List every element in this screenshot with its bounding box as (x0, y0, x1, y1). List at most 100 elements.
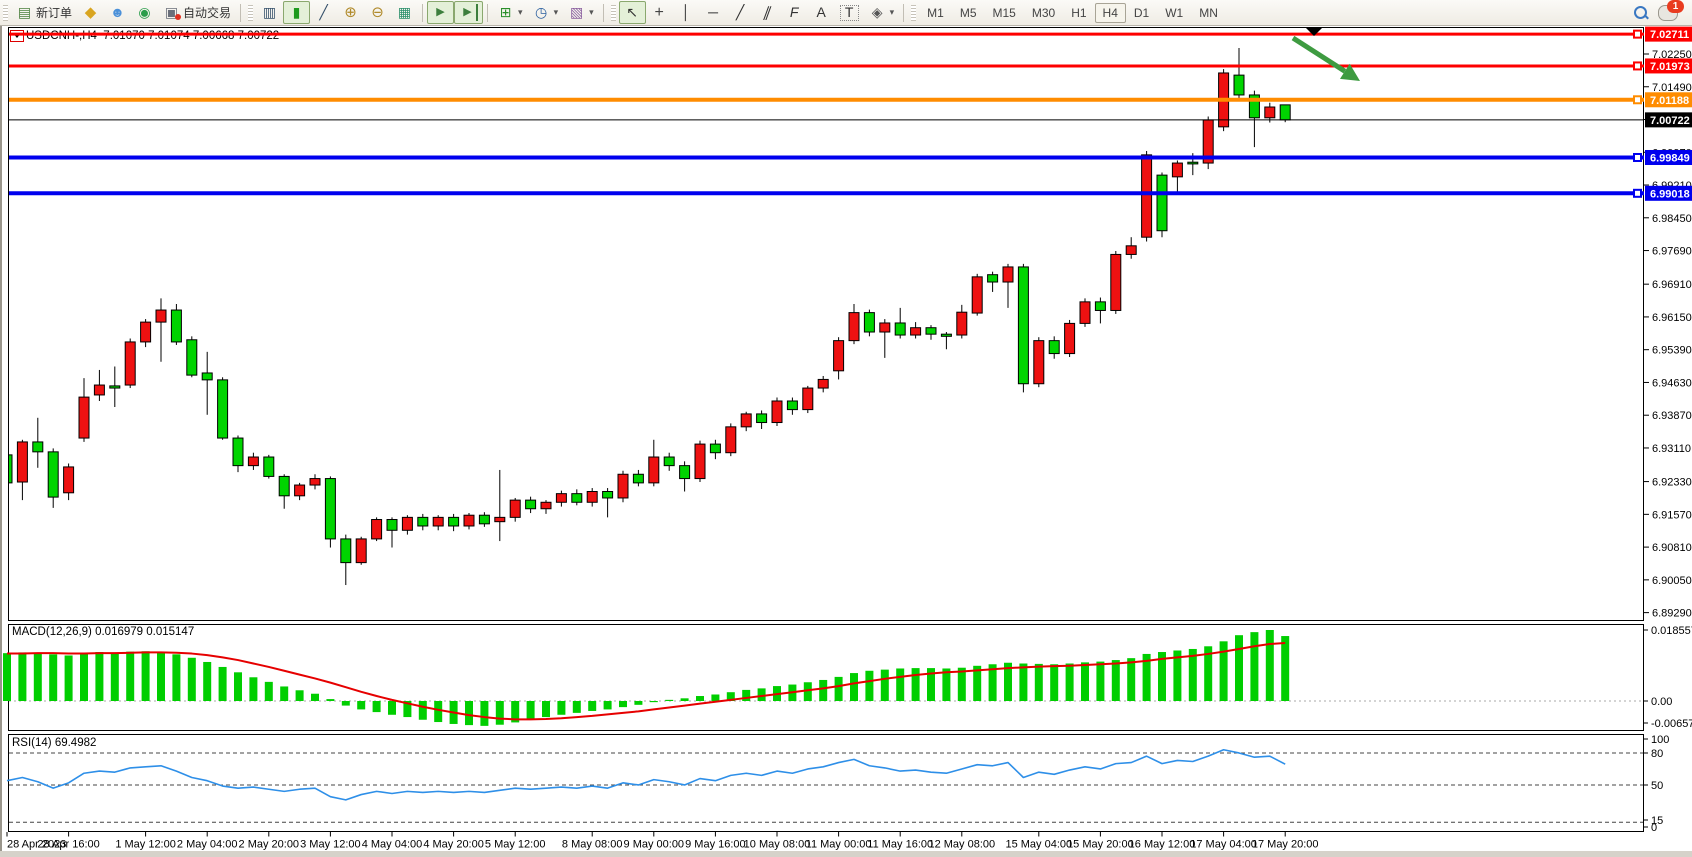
chat-icon[interactable]: 1 (1658, 0, 1684, 21)
svg-text:6.91570: 6.91570 (1652, 509, 1692, 521)
chart-shift-button[interactable]: ▶ (454, 1, 484, 24)
vertical-line-icon: │ (681, 4, 691, 20)
toolbar-drag-handle[interactable] (911, 4, 917, 21)
svg-text:28 Apr 2023: 28 Apr 2023 (7, 839, 66, 851)
tile-windows-button[interactable]: ▦ (391, 1, 418, 24)
svg-text:16 May 12:00: 16 May 12:00 (1129, 839, 1196, 851)
timeframe-h1[interactable]: H1 (1071, 5, 1087, 20)
notification-badge: 1 (1667, 0, 1684, 13)
cursor-tool-button[interactable]: ↖ (618, 1, 646, 24)
timeframe-m1[interactable]: M1 (927, 5, 944, 20)
auto-scroll-button[interactable]: ▶ (427, 1, 455, 24)
panel-borders (8, 27, 1644, 832)
timeframe-m30[interactable]: M30 (1031, 5, 1056, 20)
separator (422, 3, 424, 22)
svg-text:5 May 12:00: 5 May 12:00 (485, 839, 546, 851)
svg-text:4 May 04:00: 4 May 04:00 (362, 839, 423, 851)
svg-text:7.01490: 7.01490 (1652, 82, 1692, 94)
clock-icon: ◷ (534, 4, 548, 20)
toolbar-drag-handle[interactable] (248, 4, 254, 21)
timeframe-m15[interactable]: M15 (992, 5, 1016, 20)
macd-series (3, 630, 1290, 726)
horizontal-line-icon: ─ (708, 4, 719, 20)
bar-chart-mode-button[interactable]: ▥ (256, 1, 283, 24)
search-icon[interactable] (1634, 5, 1649, 20)
svg-text:6.92330: 6.92330 (1652, 477, 1692, 489)
signals-button[interactable]: ◉ (131, 1, 158, 24)
candlestick-mode-button[interactable]: ▮ (283, 1, 311, 24)
separator (487, 3, 489, 22)
auto-scroll-icon: ▶ (436, 6, 445, 18)
templates-button[interactable]: ▧ ▾ (563, 1, 599, 24)
timeframe-h4[interactable]: H4 (1094, 2, 1126, 23)
svg-text:6.99849: 6.99849 (1650, 152, 1690, 164)
candles (9, 47, 1291, 586)
timeframe-m5[interactable]: M5 (959, 5, 977, 20)
new-order-label: 新订单 (36, 6, 73, 20)
search-lens (1634, 5, 1647, 19)
indicators-button[interactable]: ⊞ ▾ (492, 1, 528, 24)
svg-text:6.96910: 6.96910 (1652, 279, 1692, 291)
price-axis: 7.022507.014907.007306.999706.992106.984… (1644, 49, 1692, 834)
arrows-tool-button[interactable]: ◈ ▾ (864, 1, 900, 24)
text-label-tool-button[interactable]: T (835, 1, 864, 24)
timeframe-w1[interactable]: W1 (1165, 5, 1184, 20)
signal-waves-icon: ◉ (138, 4, 151, 20)
svg-text:-0.006572: -0.006572 (1651, 718, 1692, 730)
text-tool-button[interactable]: A (808, 1, 835, 24)
gold-button[interactable]: ◆ (77, 1, 104, 24)
annotations (1291, 28, 1360, 81)
svg-text:7.01188: 7.01188 (1650, 95, 1689, 107)
toolbar-drag-handle[interactable] (610, 4, 616, 21)
zoom-out-icon: ⊖ (371, 4, 384, 21)
zoom-in-button[interactable]: ⊕ (337, 1, 364, 24)
bar-chart-icon: ▥ (262, 4, 277, 20)
separator (602, 3, 604, 22)
text-icon: A (816, 4, 826, 20)
toolbar-drag-handle[interactable] (3, 4, 8, 21)
svg-text:6.96150: 6.96150 (1652, 312, 1692, 324)
line-chart-icon: ╱ (319, 4, 328, 20)
price-badges: 7.02711 7.01973 7.01188 7.00722 6.99849 6.990… (1645, 26, 1692, 201)
fibonacci-icon: F (789, 4, 799, 20)
timeframe-mn[interactable]: MN (1199, 5, 1218, 20)
gold-icon: ◆ (84, 4, 97, 21)
fibonacci-tool-button[interactable]: F (781, 1, 808, 24)
svg-text:11 May 00:00: 11 May 00:00 (806, 839, 872, 851)
horizontal-price-lines (9, 29, 1644, 198)
cursor-icon: ↖ (626, 4, 638, 20)
auto-trading-button[interactable]: ▣ 自动交易 (158, 1, 236, 24)
crosshair-tool-button[interactable]: + (646, 1, 673, 24)
text-label-icon: T (839, 4, 859, 21)
rsi-series (6, 748, 1286, 801)
community-user-icon: ☻ (110, 4, 125, 20)
svg-text:8 May 08:00: 8 May 08:00 (562, 839, 623, 851)
rsi-label: RSI(14) 69.4982 (12, 737, 97, 749)
trendline-tool-button[interactable]: ╱ (727, 1, 754, 24)
dropdown-caret-icon: ▾ (518, 7, 523, 17)
community-button[interactable]: ☻ (104, 1, 131, 24)
channel-tool-button[interactable]: ∥ (754, 1, 781, 24)
timeframe-d1[interactable]: D1 (1133, 5, 1150, 20)
svg-text:2 May 04:00: 2 May 04:00 (177, 839, 238, 851)
chart-shift-icon: ▶ (459, 4, 479, 21)
svg-text:12 May 08:00: 12 May 08:00 (928, 839, 995, 851)
periods-button[interactable]: ◷ ▾ (528, 1, 564, 24)
svg-text:17 May 20:00: 17 May 20:00 (1252, 839, 1319, 851)
svg-text:0.018557: 0.018557 (1651, 625, 1692, 637)
svg-text:7.00722: 7.00722 (1650, 115, 1690, 127)
horizontal-line-tool-button[interactable]: ─ (700, 1, 727, 24)
auto-trading-stop-dot (175, 14, 182, 20)
vertical-line-tool-button[interactable]: │ (673, 1, 700, 24)
svg-text:1 May 12:00: 1 May 12:00 (115, 839, 176, 851)
line-chart-mode-button[interactable]: ╱ (310, 1, 337, 24)
dropdown-caret-icon: ▾ (589, 7, 594, 17)
zoom-out-button[interactable]: ⊖ (364, 1, 391, 24)
svg-text:6.99018: 6.99018 (1650, 188, 1690, 200)
new-order-button[interactable]: ▤ 新订单 (11, 1, 77, 24)
svg-text:6.97690: 6.97690 (1652, 246, 1692, 258)
svg-text:17 May 04:00: 17 May 04:00 (1190, 839, 1257, 851)
